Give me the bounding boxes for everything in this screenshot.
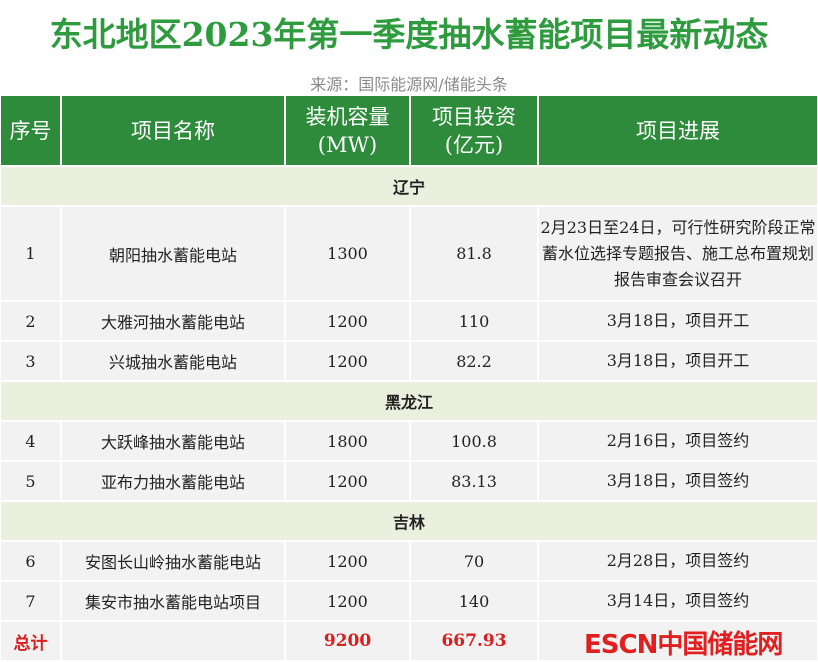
header-no: 序号 [1, 96, 60, 165]
cell-investment: 83.13 [411, 462, 537, 500]
table-row: 6 安图长山岭抽水蓄能电站 1200 70 2月28日，项目签约 [1, 542, 817, 580]
table-row: 4 大跃峰抽水蓄能电站 1800 100.8 2月16日，项目签约 [1, 422, 817, 460]
table-row: 2 大雅河抽水蓄能电站 1200 110 3月18日，项目开工 [1, 302, 817, 340]
cell-investment: 110 [411, 302, 537, 340]
cell-capacity: 1200 [286, 542, 409, 580]
project-table: 序号 项目名称 装机容量 (MW) 项目投资 (亿元) 项目进展 辽宁 1 朝阳… [0, 94, 818, 662]
cell-investment: 81.8 [411, 207, 537, 300]
table-row: 5 亚布力抽水蓄能电站 1200 83.13 3月18日，项目签约 [1, 462, 817, 500]
cell-progress: 3月14日，项目签约 [539, 582, 817, 620]
section-name: 黑龙江 [1, 382, 817, 420]
cell-investment: 70 [411, 542, 537, 580]
total-label: 总计 [1, 622, 60, 660]
cell-capacity: 1200 [286, 462, 409, 500]
cell-investment: 100.8 [411, 422, 537, 460]
cell-progress: 2月16日，项目签约 [539, 422, 817, 460]
cell-investment: 82.2 [411, 342, 537, 380]
source-note: 来源：国际能源网/储能头条 [310, 75, 508, 94]
section-name: 辽宁 [1, 167, 817, 205]
cell-name: 大雅河抽水蓄能电站 [62, 302, 284, 340]
table-row: 1 朝阳抽水蓄能电站 1300 81.8 2月23日至24日，可行性研究阶段正常… [1, 207, 817, 300]
cell-capacity: 1300 [286, 207, 409, 300]
cell-name: 亚布力抽水蓄能电站 [62, 462, 284, 500]
header-capacity: 装机容量 (MW) [286, 96, 409, 165]
cell-no: 5 [1, 462, 60, 500]
cell-progress: 2月28日，项目签约 [539, 542, 817, 580]
cell-name: 安图长山岭抽水蓄能电站 [62, 542, 284, 580]
cell-no: 7 [1, 582, 60, 620]
cell-capacity: 1200 [286, 342, 409, 380]
section-name: 吉林 [1, 502, 817, 540]
cell-capacity: 1800 [286, 422, 409, 460]
section-row: 吉林 [1, 502, 817, 540]
cell-no: 6 [1, 542, 60, 580]
total-empty [62, 622, 284, 660]
total-capacity: 9200 [286, 622, 409, 660]
escn-logo: ESCN中国储能网 [584, 630, 783, 660]
total-progress: ESCN中国储能网 [539, 622, 817, 660]
cell-progress: 3月18日，项目开工 [539, 302, 817, 340]
section-row: 辽宁 [1, 167, 817, 205]
table-row: 7 集安市抽水蓄能电站项目 1200 140 3月14日，项目签约 [1, 582, 817, 620]
cell-progress: 3月18日，项目签约 [539, 462, 817, 500]
cell-no: 4 [1, 422, 60, 460]
table-row: 3 兴城抽水蓄能电站 1200 82.2 3月18日，项目开工 [1, 342, 817, 380]
total-row: 总计 9200 667.93 ESCN中国储能网 [1, 622, 817, 660]
cell-name: 朝阳抽水蓄能电站 [62, 207, 284, 300]
cell-capacity: 1200 [286, 302, 409, 340]
header-name: 项目名称 [62, 96, 284, 165]
cell-no: 3 [1, 342, 60, 380]
total-investment: 667.93 [411, 622, 537, 660]
cell-no: 2 [1, 302, 60, 340]
cell-name: 集安市抽水蓄能电站项目 [62, 582, 284, 620]
section-row: 黑龙江 [1, 382, 817, 420]
cell-progress: 2月23日至24日，可行性研究阶段正常蓄水位选择专题报告、施工总布置规划报告审查… [539, 207, 817, 300]
cell-progress: 3月18日，项目开工 [539, 342, 817, 380]
cell-no: 1 [1, 207, 60, 300]
cell-capacity: 1200 [286, 582, 409, 620]
cell-investment: 140 [411, 582, 537, 620]
cell-name: 大跃峰抽水蓄能电站 [62, 422, 284, 460]
header-investment: 项目投资 (亿元) [411, 96, 537, 165]
page-title: 东北地区2023年第一季度抽水蓄能项目最新动态 [49, 15, 769, 54]
header-progress: 项目进展 [539, 96, 817, 165]
cell-name: 兴城抽水蓄能电站 [62, 342, 284, 380]
